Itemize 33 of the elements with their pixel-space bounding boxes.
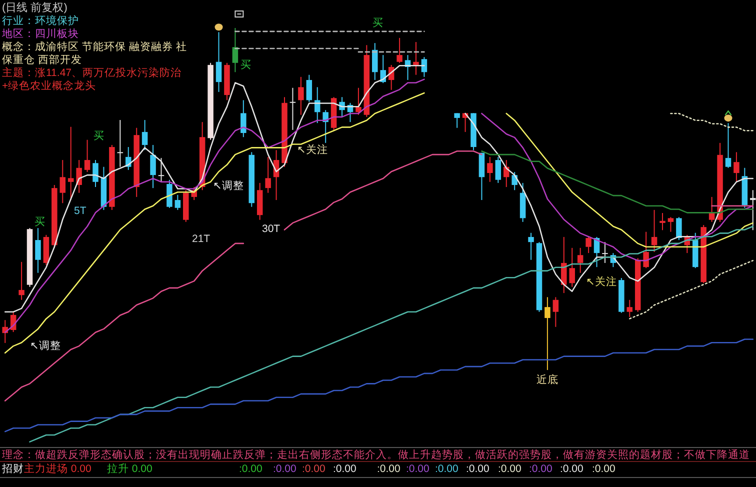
annotation: ↖调整 [30, 340, 61, 352]
annotation: ↖调整 [213, 180, 244, 192]
text: :0.00 [239, 463, 263, 475]
annotation: 21T [192, 233, 211, 245]
annotation: ↖关注 [586, 275, 617, 288]
text: :0.00 [466, 463, 490, 475]
annotation: 买 [34, 216, 46, 228]
annotation: ↖关注 [297, 143, 328, 156]
annotation: 买 [94, 130, 104, 142]
annotation: 30T [262, 223, 281, 235]
text: 主力进场 0.00 [24, 462, 92, 475]
text: :0.00 [302, 463, 326, 475]
annotation: 地区：四川板块 [1, 27, 79, 40]
annotation: 买 [240, 59, 252, 71]
text: :0.00 [560, 463, 584, 475]
text: 招财 [1, 462, 24, 475]
text: 行业：环境保护 [2, 14, 79, 27]
text: :0.00 [498, 463, 522, 475]
text: 理念：做超跌反弹形态确认股；没有出现明确止跌反弹；走出右侧形态不能介入。做上升趋势股，做活跃的强势股，做有游资关照的题材股；不做下降通道 [2, 448, 750, 461]
text: :0.00 [273, 463, 297, 475]
annotation: 5T [74, 205, 87, 217]
chart-title: (日线 前复权) [2, 1, 68, 14]
text: :0.00 [377, 463, 401, 475]
text: 拉升 0.00 [107, 462, 153, 475]
text: :0.00 [406, 463, 430, 475]
annotation: 概念：成渝特区 节能环保 融资融券 社保重仓 西部开发 [2, 40, 187, 66]
text: :0.00 [333, 463, 357, 475]
annotation: 主题：涨11.47、两万亿投水污染防治+绿色农业概念龙头 [2, 66, 182, 92]
text: :0.00 [592, 463, 616, 475]
annotation: 近底 [536, 373, 558, 386]
text: :0.00 [435, 463, 459, 475]
annotation: 买 [372, 17, 384, 29]
text: :0.00 [529, 463, 553, 475]
